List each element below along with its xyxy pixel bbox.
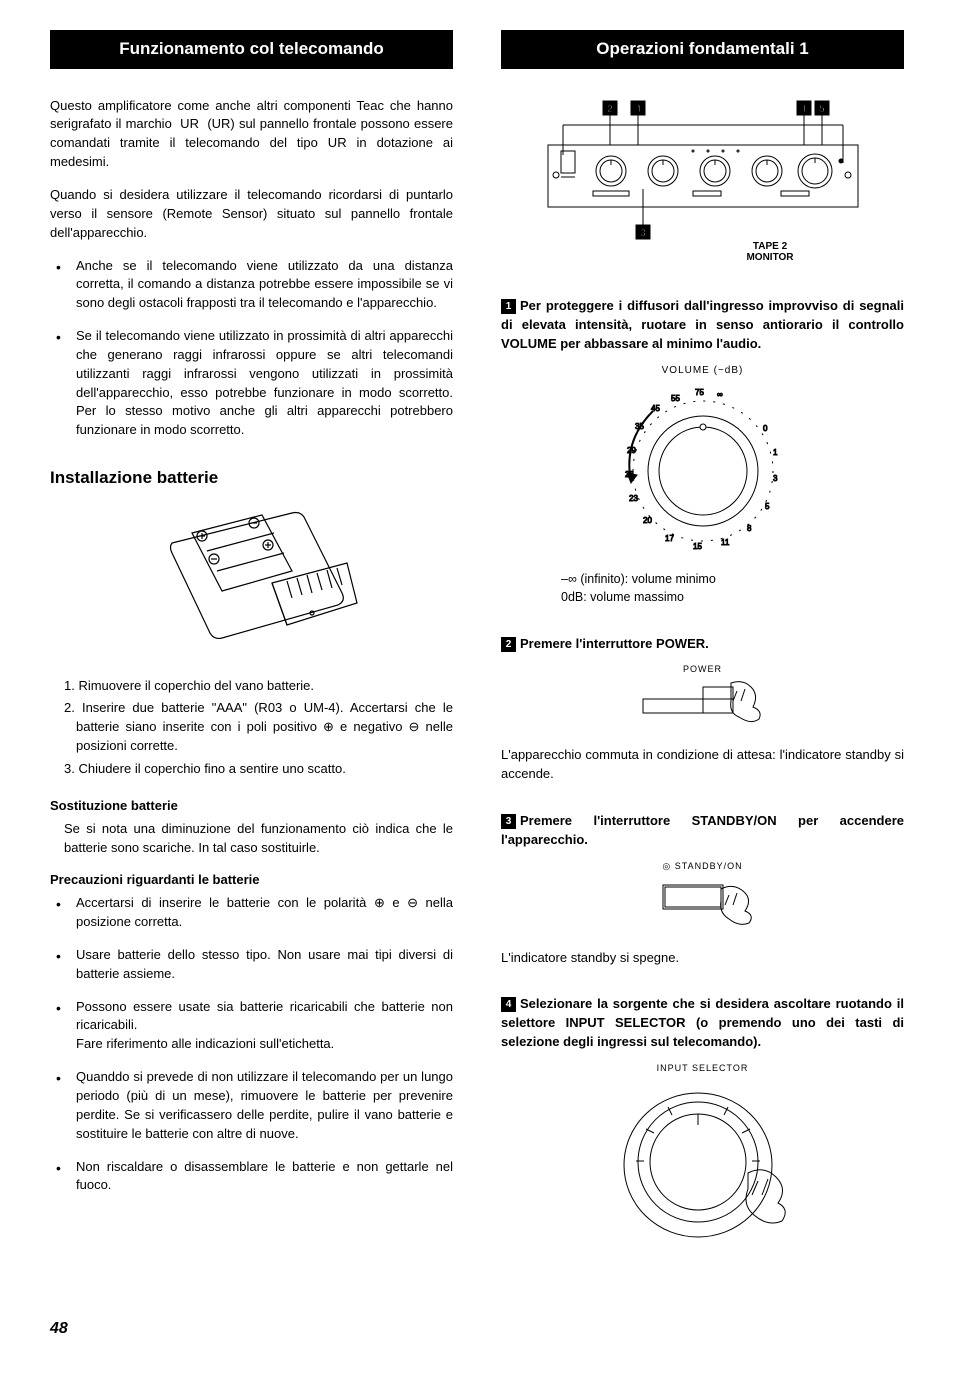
callout-5: 5 (819, 104, 825, 115)
step-number-3: 3 (501, 814, 516, 829)
step-1-head: Per proteggere i diffusori dall'ingresso… (501, 298, 904, 351)
list-item: 3. Chiudere il coperchio fino a sentire … (64, 760, 453, 779)
list-item: Possono essere usate sia batterie ricari… (64, 998, 453, 1055)
svg-text:75: 75 (695, 388, 704, 397)
svg-text:55: 55 (671, 394, 680, 403)
svg-text:8: 8 (747, 524, 752, 533)
svg-text:17: 17 (665, 534, 674, 543)
right-header: Operazioni fondamentali 1 (501, 30, 904, 69)
svg-text:23: 23 (629, 494, 638, 503)
svg-text:∞: ∞ (717, 390, 723, 399)
remote-warnings-list: Anche se il telecomando viene utilizzato… (50, 257, 453, 441)
list-item: Quanddo si prevede di non utilizzare il … (64, 1068, 453, 1143)
input-selector-figure: INPUT SELECTOR (501, 1062, 904, 1253)
list-item: Accertarsi di inserire le batterie con l… (64, 894, 453, 932)
callout-1: 1 (801, 104, 807, 115)
intro-paragraph-2: Quando si desidera utilizzare il telecom… (50, 186, 453, 243)
standby-switch-figure: ◎ STANDBY/ON (501, 860, 904, 935)
step-3-head: Premere l'interruttore STANDBY/ON per ac… (501, 813, 904, 847)
intro-paragraph-1: Questo amplificatore come anche altri co… (50, 97, 453, 172)
battery-replace-body: Se si nota una diminuzione del funzionam… (50, 820, 453, 858)
volume-dial-figure: VOLUME (−dB) 55 75 ∞ (501, 364, 904, 556)
battery-steps-list: 1. Rimuovere il coperchio del vano batte… (50, 677, 453, 779)
list-item: Non riscaldare o disassemblare le batter… (64, 1158, 453, 1196)
list-item: 2. Inserire due batterie "AAA" (R03 o UM… (64, 699, 453, 756)
list-item: Usare batterie dello stesso tipo. Non us… (64, 946, 453, 984)
list-item: Se il telecomando viene utilizzato in pr… (64, 327, 453, 440)
step-1-text: 1Per proteggere i diffusori dall'ingress… (501, 297, 904, 354)
svg-text:1: 1 (773, 448, 778, 457)
step-2-head: Premere l'interruttore POWER. (520, 636, 709, 651)
step-2-note: L'apparecchio commuta in condizione di a… (501, 746, 904, 784)
step-number-2: 2 (501, 637, 516, 652)
svg-text:20: 20 (643, 516, 652, 525)
battery-precautions-heading: Precauzioni riguardanti le batterie (50, 871, 453, 890)
svg-text:35: 35 (635, 422, 644, 431)
step-3-note: L'indicatore standby si spegne. (501, 949, 904, 968)
right-column: Operazioni fondamentali 1 2 4 1 5 (501, 30, 904, 1281)
step-2-text: 2 Premere l'interruttore POWER. (501, 635, 904, 654)
svg-text:0: 0 (763, 424, 768, 433)
caption-max: 0dB: volume massimo (561, 588, 904, 606)
front-panel-diagram: 2 4 1 5 (501, 97, 904, 264)
svg-text:5: 5 (765, 502, 770, 511)
selector-label: INPUT SELECTOR (501, 1062, 904, 1075)
power-label: POWER (501, 663, 904, 676)
svg-text:45: 45 (651, 404, 660, 413)
step-2: 2 Premere l'interruttore POWER. POWER L'a… (501, 635, 904, 784)
step-4-text: 4Selezionare la sorgente che si desidera… (501, 995, 904, 1052)
step-4-head: Selezionare la sorgente che si desidera … (501, 996, 904, 1049)
list-item: Anche se il telecomando viene utilizzato… (64, 257, 453, 314)
svg-text:29: 29 (627, 446, 636, 455)
page-columns: Funzionamento col telecomando Questo amp… (50, 30, 904, 1281)
caption-min: –∞ (infinito): volume minimo (561, 570, 904, 588)
left-column: Funzionamento col telecomando Questo amp… (50, 30, 453, 1281)
step-number-4: 4 (501, 997, 516, 1012)
step-1: 1Per proteggere i diffusori dall'ingress… (501, 297, 904, 606)
volume-label: VOLUME (−dB) (501, 364, 904, 379)
battery-install-heading: Installazione batterie (50, 466, 453, 491)
callout-4: 4 (635, 104, 641, 115)
precautions-list: Accertarsi di inserire le batterie con l… (50, 894, 453, 1195)
svg-text:26: 26 (625, 470, 634, 479)
volume-captions: –∞ (infinito): volume minimo 0dB: volume… (561, 570, 904, 606)
svg-text:15: 15 (693, 542, 702, 551)
left-header: Funzionamento col telecomando (50, 30, 453, 69)
step-4: 4Selezionare la sorgente che si desidera… (501, 995, 904, 1252)
list-item: 1. Rimuovere il coperchio del vano batte… (64, 677, 453, 696)
standby-label: ◎ STANDBY/ON (501, 860, 904, 873)
callout-3: 3 (640, 228, 646, 239)
step-3: 3Premere l'interruttore STANDBY/ON per a… (501, 812, 904, 967)
battery-diagram (50, 503, 453, 649)
callout-2: 2 (607, 104, 613, 115)
step-3-text: 3Premere l'interruttore STANDBY/ON per a… (501, 812, 904, 850)
svg-text:11: 11 (721, 538, 730, 547)
svg-text:3: 3 (773, 474, 778, 483)
power-switch-figure: POWER (501, 663, 904, 732)
step-number-1: 1 (501, 299, 516, 314)
battery-replace-heading: Sostituzione batterie (50, 797, 453, 816)
page-number: 48 (50, 1317, 904, 1340)
